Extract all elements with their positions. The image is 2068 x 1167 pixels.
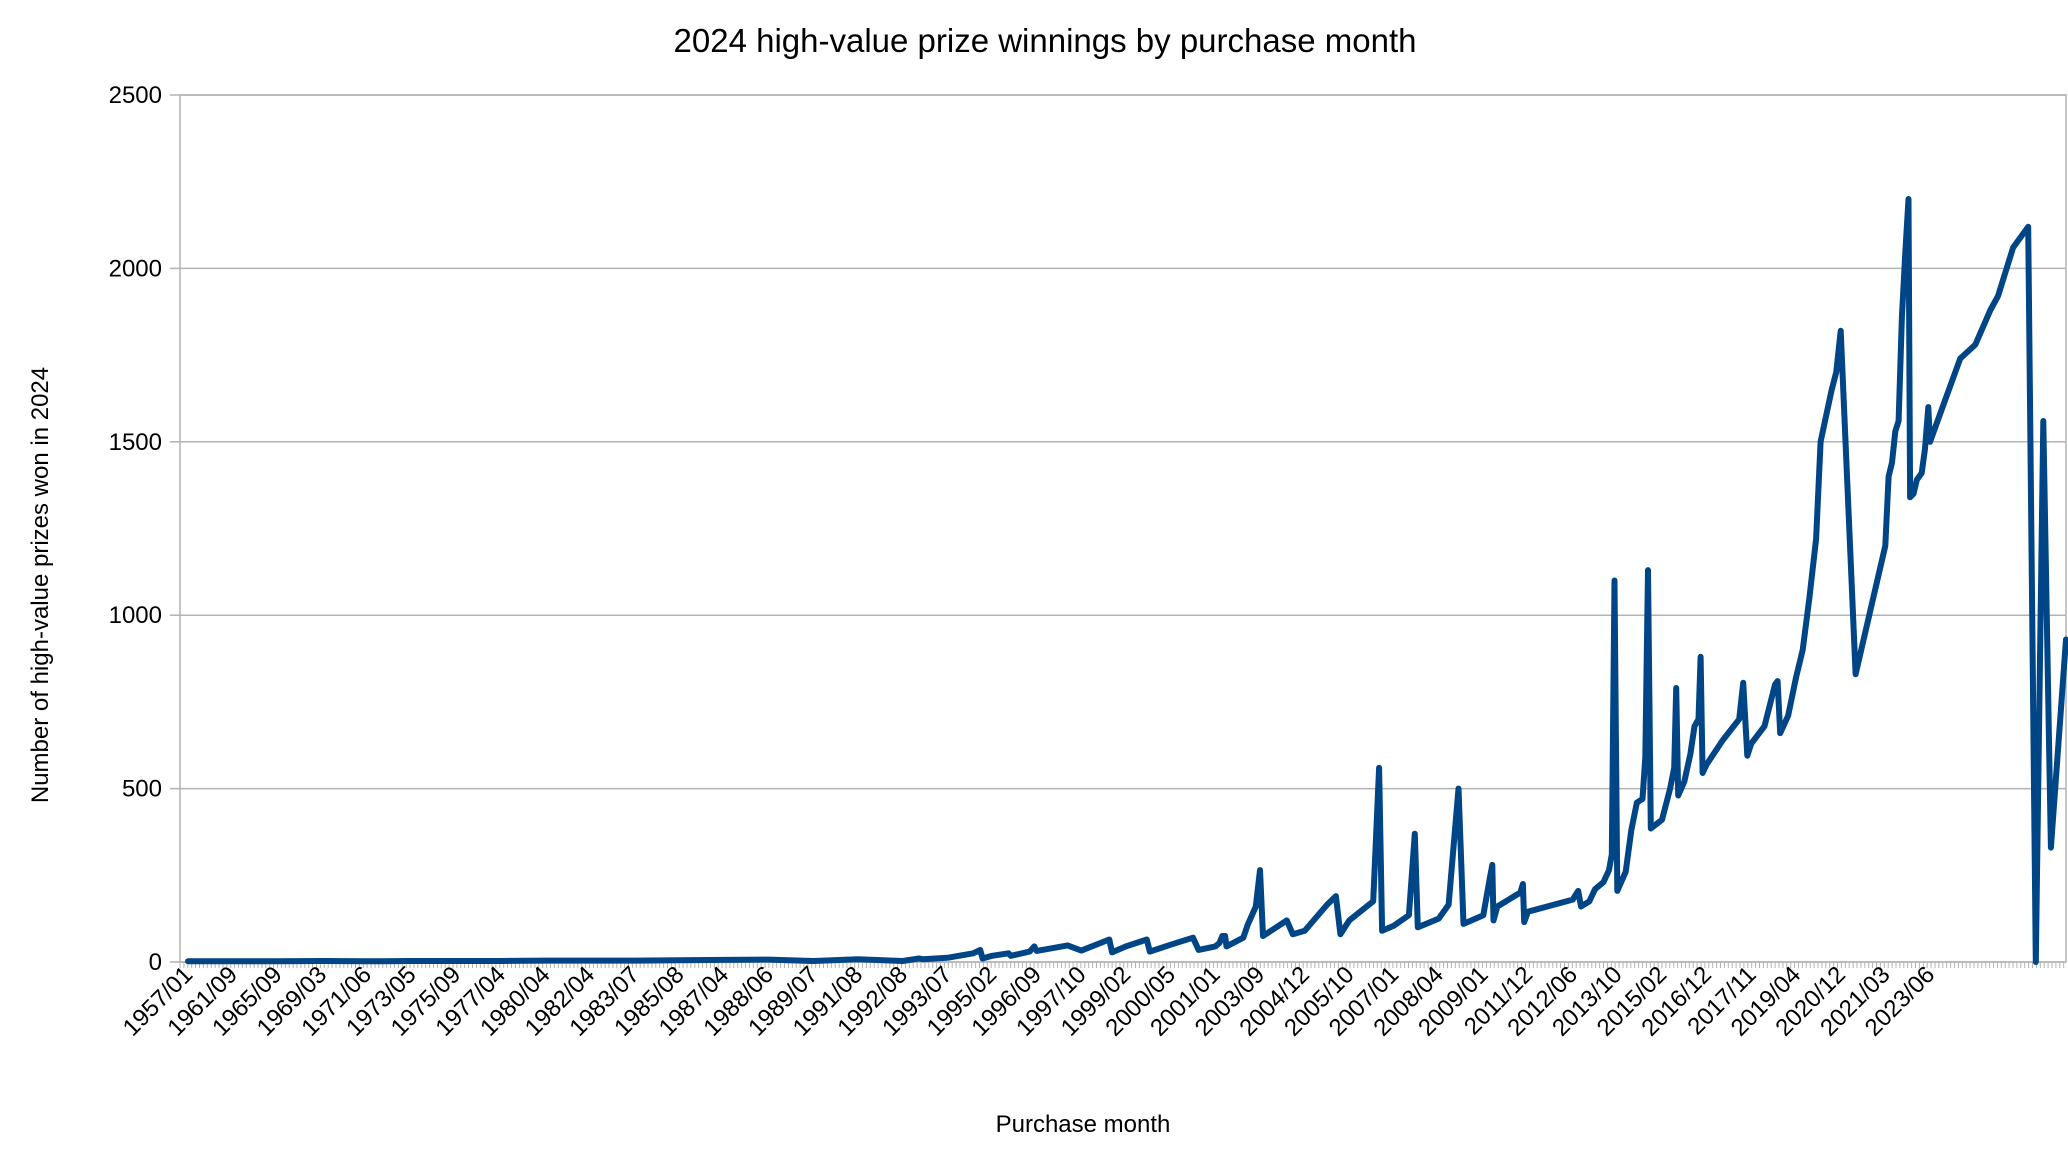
y-tick-label: 0 [149, 949, 162, 976]
y-axis-title: Number of high-value prizes won in 2024 [27, 367, 54, 803]
x-axis-title: Purchase month [996, 1111, 1171, 1138]
y-tick-label: 1000 [109, 602, 162, 629]
plot-area-frame [179, 94, 2067, 963]
y-tick-label: 2500 [109, 82, 162, 109]
y-tick-label: 1500 [109, 429, 162, 456]
y-tick-label: 2000 [109, 255, 162, 282]
y-tick-label: 500 [122, 776, 162, 803]
y-axis-ticks: 0 500 1000 1500 2000 2500 [109, 82, 180, 976]
series-line [185, 196, 2068, 965]
chart-title: 2024 high-value prize winnings by purcha… [674, 22, 1417, 59]
series-group [185, 196, 2068, 965]
